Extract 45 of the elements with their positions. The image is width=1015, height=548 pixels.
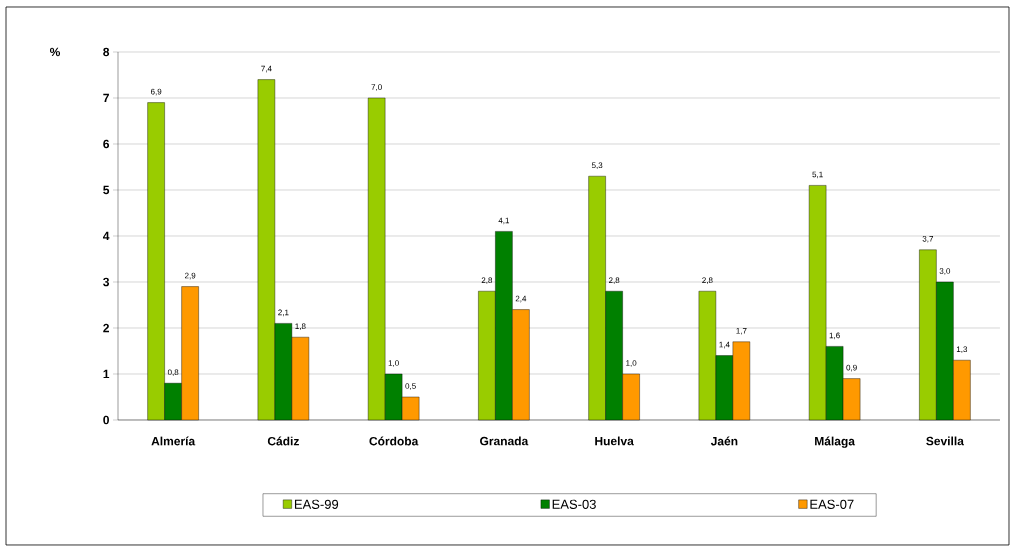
data-label: 1,8 [295, 323, 306, 330]
data-label: 1,3 [956, 346, 968, 353]
y-tick-label: 3 [103, 277, 110, 287]
data-label: 1,4 [719, 341, 730, 349]
legend-label: EAS-99 [294, 499, 339, 509]
y-tick-label: 7 [103, 93, 109, 103]
x-tick-label: Málaga [815, 436, 856, 448]
data-label: 3,7 [922, 235, 934, 243]
data-label: 3,0 [939, 268, 951, 275]
data-label: 1,6 [829, 332, 840, 340]
data-label: 2,8 [481, 277, 493, 284]
x-tick-label: Córdoba [369, 436, 419, 446]
x-tick-label: Almería [151, 436, 196, 446]
y-tick-label: 4 [102, 231, 110, 241]
y-tick-label: 0 [103, 415, 109, 425]
data-label: 4,1 [498, 217, 510, 225]
data-label: 2,8 [608, 277, 620, 284]
y-tick-label: 1 [103, 369, 110, 379]
data-label: 5,1 [812, 171, 823, 179]
data-label: 2,8 [702, 277, 713, 284]
data-label: 0,8 [167, 369, 179, 376]
data-label: 1,7 [736, 328, 747, 335]
y-tick-label: 6 [103, 139, 110, 149]
x-tick-label: Jaén [710, 436, 738, 446]
data-label: 7,0 [371, 84, 382, 91]
legend-label: EAS-07 [810, 499, 854, 509]
y-axis-title: % [49, 47, 61, 57]
data-label: 0,9 [846, 364, 857, 372]
data-label: 2,9 [184, 272, 196, 280]
y-tick-label: 5 [103, 185, 110, 195]
x-tick-label: Cádiz [267, 436, 299, 446]
data-label: 5,3 [591, 162, 603, 169]
x-tick-label: Huelva [595, 436, 634, 446]
y-tick-label: 2 [103, 323, 109, 333]
y-tick-label: 8 [103, 47, 110, 57]
legend-label: EAS-03 [552, 499, 596, 509]
data-label: 2,1 [278, 309, 289, 317]
data-label: 6,9 [150, 88, 162, 96]
data-label: 1,0 [626, 360, 637, 367]
x-tick-label: Sevilla [926, 436, 964, 446]
x-tick-label: Granada [480, 436, 529, 446]
data-label: 2,4 [515, 295, 527, 303]
data-label: 7,4 [261, 65, 272, 73]
data-label: 0,5 [405, 383, 416, 390]
data-label: 1,0 [388, 360, 399, 367]
